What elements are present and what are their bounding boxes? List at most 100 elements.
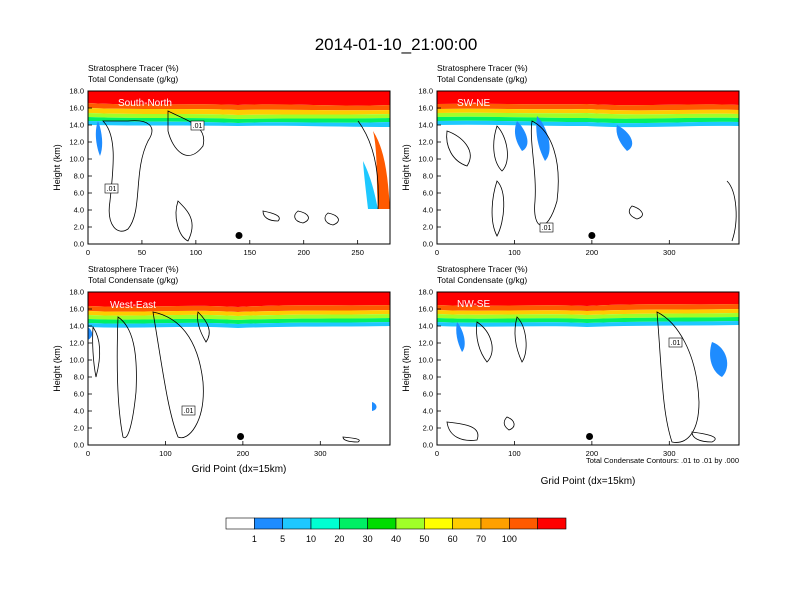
tracer-plume bbox=[710, 342, 728, 377]
contour-label: .01 bbox=[107, 186, 117, 193]
colorbar-swatch bbox=[367, 517, 397, 530]
condensate-contour bbox=[446, 130, 471, 167]
y-tick-label: 6.0 bbox=[423, 189, 433, 198]
y-tick-label: 4.0 bbox=[423, 407, 433, 416]
colorbar-label: 30 bbox=[363, 534, 373, 544]
y-tick-label: 10.0 bbox=[69, 356, 84, 365]
y-axis-label: Height (km) bbox=[52, 345, 62, 392]
x-tick-label: 150 bbox=[244, 248, 257, 257]
y-tick-label: 10.0 bbox=[69, 155, 84, 164]
plot-frame bbox=[87, 90, 391, 245]
panel-west-east: Stratosphere Tracer (%) Total Condensate… bbox=[52, 264, 391, 475]
tracer-band-50 bbox=[437, 309, 739, 315]
colorbar-label: 60 bbox=[448, 534, 458, 544]
condensate-contour bbox=[491, 180, 505, 237]
panel-nw-se: Stratosphere Tracer (%) Total Condensate… bbox=[401, 264, 740, 487]
colorbar-label: 100 bbox=[502, 534, 517, 544]
panel-name-label: West-East bbox=[110, 300, 156, 311]
contour-label: .01 bbox=[671, 340, 681, 347]
y-tick-label: 0.0 bbox=[74, 441, 84, 450]
x-tick-label: 0 bbox=[435, 449, 439, 458]
tracer-band-100 bbox=[437, 292, 739, 306]
tracer-band-50 bbox=[88, 310, 390, 316]
y-tick-label: 2.0 bbox=[74, 424, 84, 433]
tracer-band-5 bbox=[437, 321, 739, 327]
y-tick-label: 12.0 bbox=[69, 339, 84, 348]
condensate-contour bbox=[342, 436, 360, 443]
panel-name-label: NW-SE bbox=[457, 299, 490, 310]
x-tick-label: 200 bbox=[586, 248, 599, 257]
y-tick-label: 0.0 bbox=[74, 240, 84, 249]
tracer-band-100 bbox=[88, 91, 390, 106]
tracer-band-10 bbox=[437, 116, 739, 124]
y-tick-label: 2.0 bbox=[74, 223, 84, 232]
colorbar-label: 40 bbox=[391, 534, 401, 544]
tracer-band-10 bbox=[88, 117, 390, 123]
condensate-contour bbox=[102, 120, 153, 232]
tracer-plume-left bbox=[95, 121, 103, 156]
tracer-band-30 bbox=[88, 113, 390, 119]
condensate-contour bbox=[175, 200, 193, 242]
location-marker bbox=[586, 433, 594, 440]
colorbar-swatch bbox=[424, 517, 453, 530]
location-marker bbox=[235, 232, 243, 239]
y-tick-label: 18.0 bbox=[418, 87, 433, 96]
colorbar-swatch bbox=[537, 517, 567, 530]
contour-label-box bbox=[181, 405, 196, 416]
contour-label-box bbox=[668, 337, 683, 348]
plot-frame bbox=[436, 291, 740, 446]
tracer-plume bbox=[372, 402, 377, 411]
y-tick-label: 18.0 bbox=[69, 288, 84, 297]
colorbar-swatch bbox=[254, 517, 283, 530]
tracer-band-10 bbox=[88, 318, 390, 324]
x-tick-label: 0 bbox=[435, 248, 439, 257]
condensate-contour bbox=[262, 210, 280, 222]
x-tick-label: 0 bbox=[86, 449, 90, 458]
tracer-plume bbox=[616, 125, 633, 151]
condensate-contour bbox=[628, 205, 643, 220]
x-tick-label: 200 bbox=[237, 449, 250, 458]
tracer-plume bbox=[88, 327, 93, 340]
panel-title-condensate: Total Condensate (g/kg) bbox=[437, 74, 527, 84]
y-tick-label: 14.0 bbox=[69, 322, 84, 331]
tracer-band-70 bbox=[437, 304, 739, 311]
y-tick-label: 0.0 bbox=[423, 240, 433, 249]
tracer-band-5 bbox=[88, 322, 390, 328]
x-tick-label: 300 bbox=[314, 449, 327, 458]
x-tick-label: 0 bbox=[86, 248, 90, 257]
x-tick-label: 100 bbox=[190, 248, 203, 257]
location-marker bbox=[588, 232, 596, 239]
tracer-band-5 bbox=[88, 121, 390, 127]
x-tick-label: 50 bbox=[138, 248, 146, 257]
y-tick-label: 6.0 bbox=[74, 189, 84, 198]
tracer-plume bbox=[536, 116, 550, 161]
panel-south-north: Stratosphere Tracer (%) Total Condensate… bbox=[52, 63, 391, 257]
colorbar-swatch bbox=[480, 517, 510, 530]
y-tick-label: 6.0 bbox=[423, 390, 433, 399]
condensate-contour bbox=[656, 311, 700, 443]
condensate-contour bbox=[92, 325, 101, 378]
y-tick-label: 16.0 bbox=[418, 104, 433, 113]
panel-plot-area: .01 NW-SE bbox=[437, 292, 739, 443]
colorbar-swatch bbox=[509, 517, 538, 530]
plot-frame bbox=[436, 90, 740, 245]
x-tick-label: 100 bbox=[159, 449, 172, 458]
y-axis-label: Height (km) bbox=[401, 345, 411, 392]
panel-title-tracer: Stratosphere Tracer (%) bbox=[437, 63, 528, 73]
condensate-contour bbox=[446, 421, 479, 441]
x-tick-label: 200 bbox=[297, 248, 310, 257]
contour-label-box bbox=[539, 222, 554, 233]
tracer-band-50 bbox=[437, 108, 739, 115]
condensate-contour bbox=[493, 125, 508, 172]
y-tick-label: 14.0 bbox=[69, 121, 84, 130]
y-tick-label: 14.0 bbox=[418, 121, 433, 130]
contour-label-box bbox=[104, 183, 119, 194]
condensate-contour bbox=[197, 311, 210, 343]
panel-title-tracer: Stratosphere Tracer (%) bbox=[88, 63, 179, 73]
panel-sw-ne: Stratosphere Tracer (%) Total Condensate… bbox=[401, 63, 740, 257]
y-tick-label: 14.0 bbox=[418, 322, 433, 331]
panel-plot-area: .01 .01 South-North bbox=[88, 91, 390, 242]
condensate-contour bbox=[514, 316, 527, 363]
x-tick-label: 300 bbox=[663, 449, 676, 458]
